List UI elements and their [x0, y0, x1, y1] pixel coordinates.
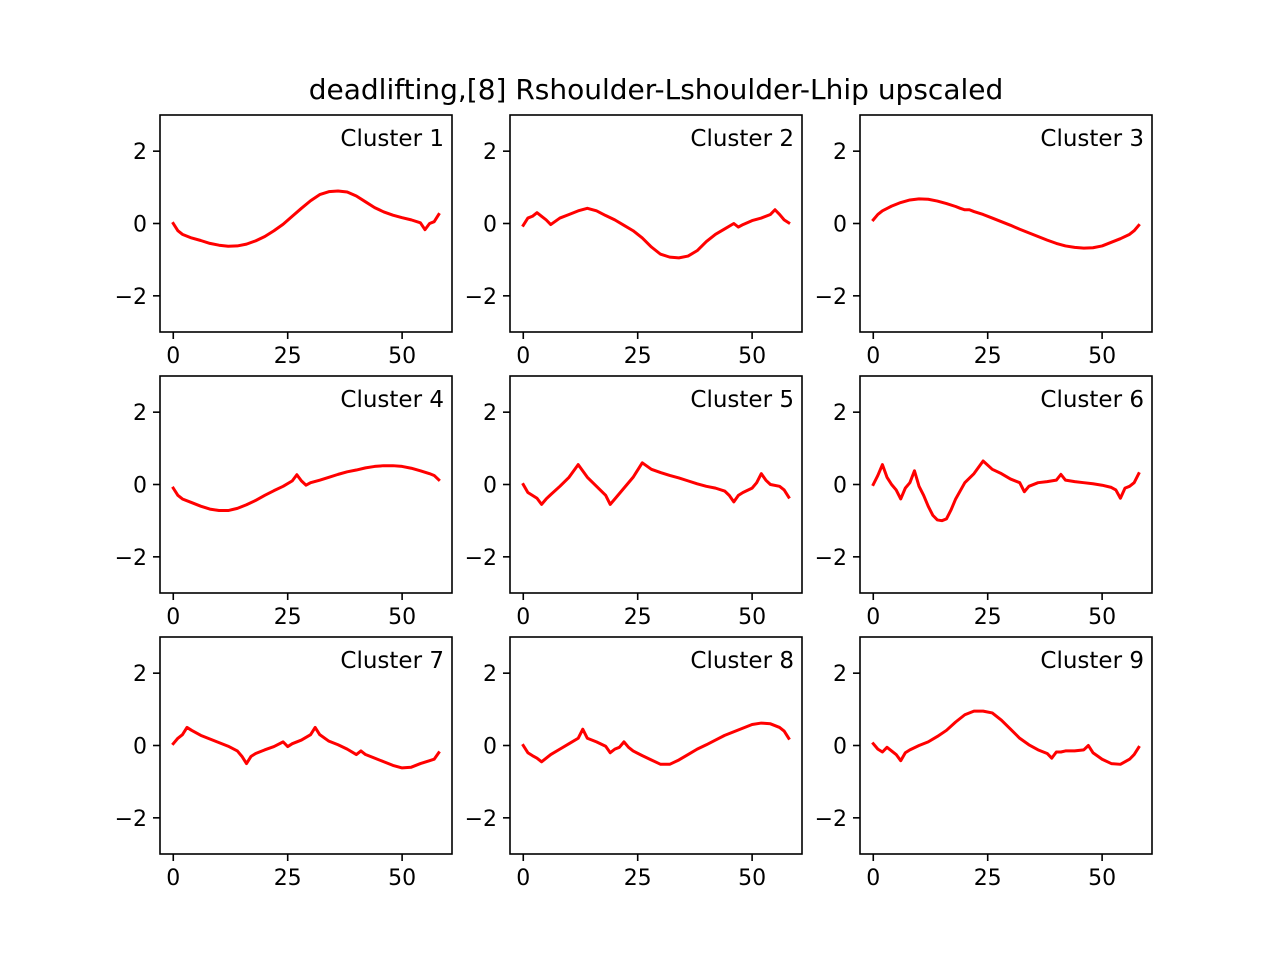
y-tick-label: 0 — [833, 735, 847, 760]
cluster-label: Cluster 2 — [690, 126, 794, 152]
x-tick-label: 0 — [516, 605, 530, 630]
series-line-cluster-1 — [171, 189, 441, 248]
figure-title: deadlifting,[8] Rshoulder-Lshoulder-Lhip… — [309, 73, 1004, 106]
cluster-label: Cluster 7 — [340, 648, 444, 674]
cluster-label: Cluster 3 — [1040, 126, 1144, 152]
series-line-cluster-8 — [521, 721, 791, 766]
x-tick-label: 50 — [1088, 866, 1116, 891]
x-tick-label: 25 — [624, 605, 652, 630]
y-tick-label: 2 — [133, 401, 147, 426]
x-tick-label: 0 — [516, 344, 530, 369]
x-tick-label: 25 — [974, 866, 1002, 891]
cluster-label: Cluster 6 — [1040, 387, 1144, 413]
y-tick-label: −2 — [815, 546, 847, 571]
x-tick-label: 50 — [388, 344, 416, 369]
subplot-cluster-8: 0 25 50 −2 0 2 Cluster 8 — [465, 636, 803, 891]
cluster-label: Cluster 9 — [1040, 648, 1144, 674]
y-tick-label: 2 — [133, 662, 147, 687]
x-tick-label: 0 — [866, 605, 880, 630]
y-tick-label: −2 — [115, 807, 147, 832]
subplot-cluster-9: 0 25 50 −2 0 2 Cluster 9 — [815, 636, 1153, 891]
x-tick-label: 50 — [1088, 605, 1116, 630]
series-line-cluster-2 — [521, 206, 791, 260]
y-tick-label: 2 — [833, 401, 847, 426]
y-tick-label: −2 — [115, 546, 147, 571]
cluster-label: Cluster 8 — [690, 648, 794, 674]
y-tick-label: −2 — [465, 285, 497, 310]
y-tick-label: 0 — [483, 735, 497, 760]
y-tick-label: −2 — [815, 285, 847, 310]
subplot-cluster-4: 0 25 50 −2 0 2 Cluster 4 — [115, 375, 453, 630]
x-tick-label: 25 — [624, 344, 652, 369]
x-tick-label: 25 — [274, 866, 302, 891]
series-line-cluster-4 — [171, 464, 441, 513]
y-tick-label: 0 — [833, 213, 847, 238]
cluster-label: Cluster 5 — [690, 387, 794, 413]
subplot-cluster-3: 0 25 50 −2 0 2 Cluster 3 — [815, 114, 1153, 369]
cluster-label: Cluster 1 — [340, 126, 444, 152]
y-tick-label: 0 — [483, 213, 497, 238]
x-tick-label: 0 — [516, 866, 530, 891]
x-tick-label: 50 — [738, 605, 766, 630]
x-tick-label: 50 — [388, 866, 416, 891]
x-tick-label: 0 — [866, 866, 880, 891]
series-line-cluster-7 — [171, 725, 441, 770]
subplot-grid: 0 25 50 −2 0 2 Cluster 1 0 25 50 −2 0 2 Cluster 2 0 25 5… — [115, 114, 1153, 891]
y-tick-label: −2 — [465, 807, 497, 832]
y-tick-label: −2 — [465, 546, 497, 571]
y-tick-label: 0 — [133, 735, 147, 760]
y-tick-label: 2 — [483, 140, 497, 165]
x-tick-label: 25 — [624, 866, 652, 891]
x-tick-label: 25 — [974, 344, 1002, 369]
y-tick-label: 0 — [133, 213, 147, 238]
x-tick-label: 50 — [738, 344, 766, 369]
subplot-cluster-1: 0 25 50 −2 0 2 Cluster 1 — [115, 114, 453, 369]
x-tick-label: 0 — [166, 605, 180, 630]
y-tick-label: 2 — [483, 401, 497, 426]
series-line-cluster-3 — [871, 197, 1141, 250]
x-tick-label: 50 — [1088, 344, 1116, 369]
x-tick-label: 50 — [388, 605, 416, 630]
y-tick-label: 0 — [833, 474, 847, 499]
series-line-cluster-9 — [871, 709, 1141, 766]
x-tick-label: 0 — [866, 344, 880, 369]
x-tick-label: 50 — [738, 866, 766, 891]
x-tick-label: 25 — [274, 344, 302, 369]
y-tick-label: −2 — [815, 807, 847, 832]
y-tick-label: 2 — [133, 140, 147, 165]
y-tick-label: 0 — [483, 474, 497, 499]
x-tick-label: 25 — [974, 605, 1002, 630]
series-line-cluster-6 — [871, 459, 1141, 523]
subplot-cluster-5: 0 25 50 −2 0 2 Cluster 5 — [465, 375, 803, 630]
y-tick-label: 0 — [133, 474, 147, 499]
y-tick-label: 2 — [833, 662, 847, 687]
subplot-cluster-6: 0 25 50 −2 0 2 Cluster 6 — [815, 375, 1153, 630]
series-line-cluster-5 — [521, 461, 791, 506]
cluster-label: Cluster 4 — [340, 387, 444, 413]
x-tick-label: 25 — [274, 605, 302, 630]
y-tick-label: 2 — [483, 662, 497, 687]
y-tick-label: −2 — [115, 285, 147, 310]
y-tick-label: 2 — [833, 140, 847, 165]
x-tick-label: 0 — [166, 866, 180, 891]
x-tick-label: 0 — [166, 344, 180, 369]
subplot-cluster-7: 0 25 50 −2 0 2 Cluster 7 — [115, 636, 453, 891]
subplot-cluster-2: 0 25 50 −2 0 2 Cluster 2 — [465, 114, 803, 369]
